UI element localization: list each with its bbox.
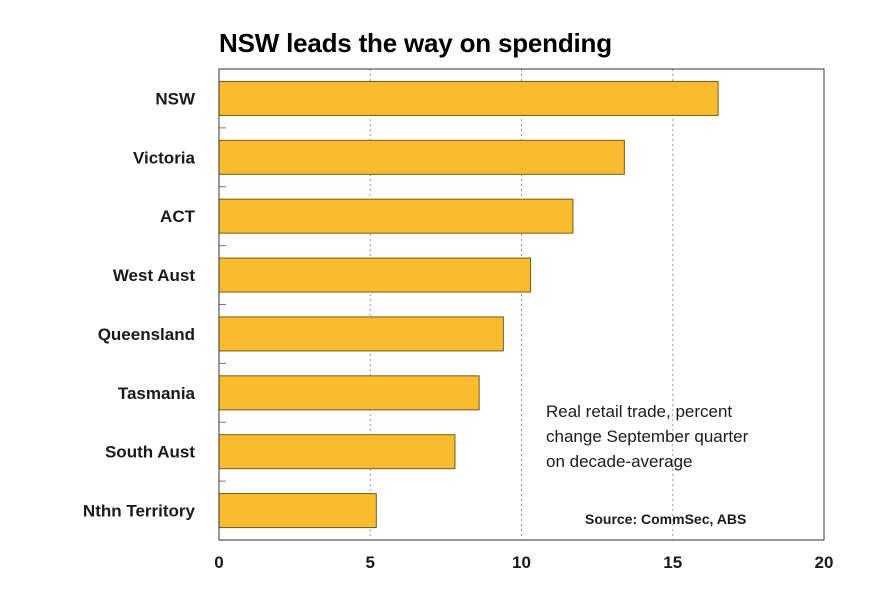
category-label: NSW <box>155 89 196 108</box>
chart-title: NSW leads the way on spending <box>219 28 612 58</box>
x-tick-labels: 0 5 10 15 20 <box>214 553 833 572</box>
annotation-line-3: on decade-average <box>546 452 693 471</box>
grid-lines <box>219 69 674 540</box>
bar-tasmania <box>218 375 480 411</box>
bar-victoria <box>218 139 625 175</box>
plot-frame <box>218 68 825 541</box>
category-label: Tasmania <box>118 384 196 403</box>
category-label: ACT <box>160 207 196 226</box>
x-tick-label: 20 <box>815 553 834 572</box>
annotation-line-2: change September quarter <box>546 427 749 446</box>
x-tick-label: 10 <box>512 553 531 572</box>
x-tick-label: 5 <box>366 553 375 572</box>
bar-nsw <box>218 80 719 116</box>
bar-west-aust <box>218 257 532 293</box>
x-tick-label: 0 <box>214 553 223 572</box>
bar-queensland <box>218 316 504 352</box>
category-label: South Aust <box>105 443 195 462</box>
annotation-line-1: Real retail trade, percent <box>546 402 732 421</box>
category-label: Nthn Territory <box>83 502 196 521</box>
category-label: Queensland <box>98 325 195 344</box>
x-tick-label: 15 <box>663 553 682 572</box>
bar-nthn-territory <box>218 493 377 529</box>
bar-south-aust <box>218 434 456 470</box>
category-label: Victoria <box>133 148 196 167</box>
source-label: Source: CommSec, ABS <box>585 511 746 527</box>
bar-act <box>218 198 574 234</box>
category-label: West Aust <box>113 266 196 285</box>
category-labels: NSW Victoria ACT West Aust Queensland Tasmani… <box>83 89 196 520</box>
